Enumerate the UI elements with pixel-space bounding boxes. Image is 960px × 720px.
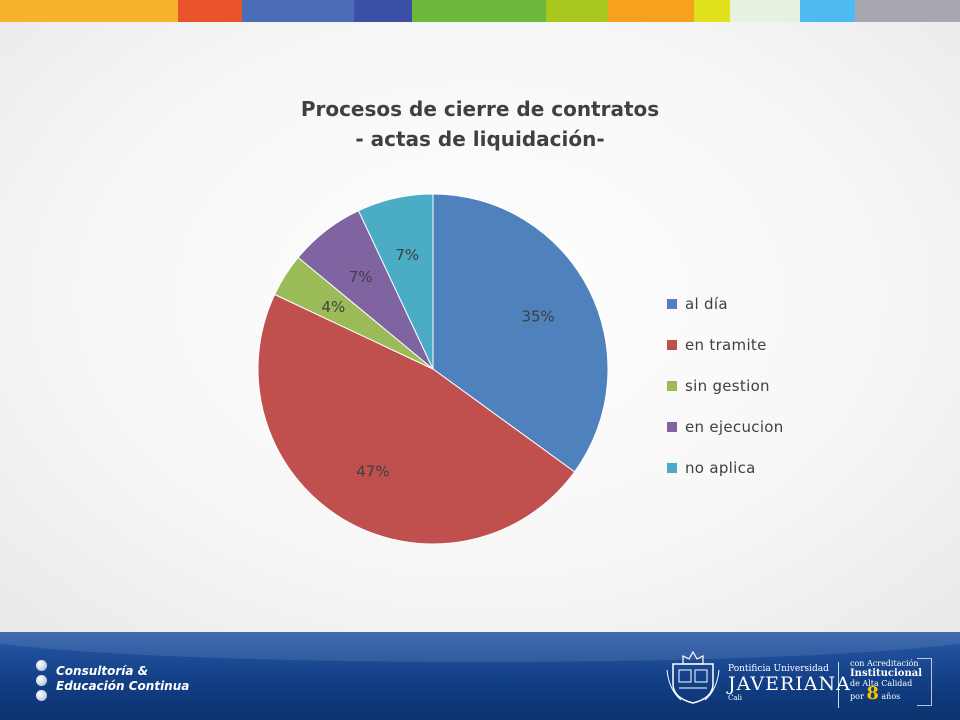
top-bar-segment (694, 0, 730, 22)
top-color-bar (0, 0, 960, 22)
legend-swatch (667, 380, 677, 391)
legend-item: sin gestion (667, 365, 784, 406)
top-bar-segment (730, 0, 800, 22)
legend-label: en ejecucion (685, 417, 784, 436)
acred-line-1: con Acreditación (850, 659, 919, 668)
accreditation-seal: con Acreditación Institucional de Alta C… (850, 659, 922, 703)
acred-anos: años (881, 692, 901, 701)
legend-item: en ejecucion (667, 406, 784, 447)
brand-line-1: Consultoría & (56, 664, 149, 678)
chart-subtitle: - actas de liquidación- (355, 127, 605, 151)
top-bar-segment (0, 0, 178, 22)
top-bar-segment (608, 0, 694, 22)
footer-divider (838, 662, 839, 708)
top-bar-segment (546, 0, 608, 22)
chart-legend: al día en tramite sin gestion en ejecucion n… (667, 283, 784, 488)
university-name: Pontificia Universidad JAVERIANA Cali (728, 664, 851, 702)
university-line-3: Cali (728, 694, 743, 702)
top-bar-segment (412, 0, 546, 22)
slice-data-label: 7% (395, 246, 419, 264)
acred-line-3: de Alta Calidad (850, 679, 913, 688)
acred-por: por (850, 692, 864, 701)
footer-banner: Consultoría & Educación Continua (0, 632, 960, 720)
university-line-1: Pontificia Universidad (728, 664, 829, 674)
legend-swatch (667, 421, 677, 432)
brand-line-2: Educación Continua (56, 679, 190, 693)
legend-item: al día (667, 283, 784, 324)
slice-data-label: 35% (521, 307, 554, 325)
consultoria-logo: Consultoría & Educación Continua (56, 664, 189, 694)
dots-logo-icon (36, 660, 47, 705)
university-line-2: JAVERIANA (728, 673, 851, 695)
footer-swoosh (0, 632, 960, 662)
slice-data-label: 7% (349, 268, 373, 286)
acred-line-2: Institucional (850, 668, 922, 679)
legend-label: no aplica (685, 458, 756, 477)
pie-slice-no-aplica (357, 193, 434, 370)
legend-swatch (667, 298, 677, 309)
top-bar-segment (178, 0, 242, 22)
pie-slice-al-día (432, 193, 609, 473)
acred-line-4: por 8 años (850, 685, 922, 703)
chart-title: Procesos de cierre de contratos (300, 97, 660, 121)
legend-label: en tramite (685, 335, 767, 354)
slice-data-label: 4% (321, 298, 345, 316)
legend-label: al día (685, 294, 728, 313)
acred-bracket (917, 658, 932, 706)
top-bar-segment (855, 0, 960, 22)
top-bar-segment (800, 0, 855, 22)
legend-label: sin gestion (685, 376, 770, 395)
slice-data-label: 47% (356, 463, 389, 481)
university-crest-icon (666, 650, 720, 704)
legend-item: no aplica (667, 447, 784, 488)
legend-item: en tramite (667, 324, 784, 365)
top-bar-segment (354, 0, 412, 22)
top-bar-segment (242, 0, 354, 22)
legend-swatch (667, 339, 677, 350)
legend-swatch (667, 462, 677, 473)
pie-slice-en-tramite (257, 293, 576, 545)
acred-number: 8 (866, 683, 879, 704)
